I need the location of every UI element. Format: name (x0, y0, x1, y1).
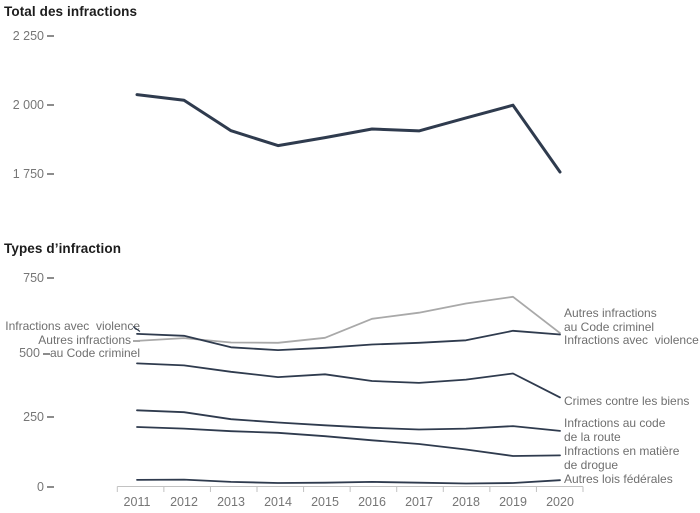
series-label-autres-lois: Autres lois fédérales (564, 472, 673, 486)
series-line-crimes-contre-les-biens (136, 362, 561, 399)
total-chart-title: Total des infractions (4, 4, 138, 19)
tick-dash (47, 104, 54, 106)
y-tick-label: 0 (37, 480, 44, 494)
y-tick-2250: 2 250 (0, 29, 54, 43)
tick-dash (47, 416, 54, 418)
series-label-infractions-violence: Infractions avec violence (564, 333, 699, 347)
tick-dash (42, 352, 50, 355)
left-label-text: Infractions avec violence (5, 319, 140, 333)
y-tick-label: 750 (23, 271, 44, 285)
tick-dash (47, 486, 54, 488)
series-label-crimes-biens: Crimes contre les biens (564, 394, 690, 408)
x-tick-2014: 2014 (264, 495, 292, 509)
y-tick-label: 1 750 (12, 167, 44, 181)
left-label-autres-infractions: Autres infractions (0, 334, 140, 347)
y-tick-0: 0 (0, 480, 54, 494)
x-tick-2011: 2011 (123, 495, 151, 509)
left-label-violence: Infractions avec violence (0, 320, 140, 333)
x-tick-2012: 2012 (170, 495, 198, 509)
tick-dash (47, 35, 54, 37)
y-tick-label: 250 (23, 410, 44, 424)
series-label-autres-code-criminel: Autres infractions au Code criminel (564, 306, 657, 334)
series-line-autres-infractions-au-code-criminel (136, 295, 561, 344)
types-chart-title: Types d’infraction (4, 241, 122, 256)
tick-dash (47, 173, 54, 175)
y-tick-1750: 1 750 (0, 167, 54, 181)
leader-line-violence (132, 326, 141, 332)
x-tick-2017: 2017 (405, 495, 433, 509)
left-label-text: Autres infractions (38, 333, 131, 347)
x-tick-2018: 2018 (452, 495, 480, 509)
y-tick-250: 250 (0, 410, 54, 424)
y-tick-2000: 2 000 (0, 98, 54, 112)
tick-dash (47, 277, 54, 279)
x-tick-2015: 2015 (311, 495, 339, 509)
series-line-infractions-au-code-de-la-route (136, 409, 561, 432)
y-tick-label: 2 250 (12, 29, 44, 43)
left-label-code-criminel-with-500-tick: 500 au Code criminel (0, 347, 140, 360)
series-line-autres-lois-f-d-rales (136, 478, 561, 485)
x-tick-2019: 2019 (499, 495, 527, 509)
x-tick-2020: 2020 (546, 495, 574, 509)
x-tick-2016: 2016 (358, 495, 386, 509)
series-line-infractions-avec-violence (136, 329, 561, 352)
y-tick-750: 750 (0, 271, 54, 285)
y-tick-label: 2 000 (12, 98, 44, 112)
series-label-code-route: Infractions au code de la route (564, 416, 666, 444)
y-tick-label-500: 500 (19, 346, 40, 360)
types-chart-lines (136, 295, 561, 485)
left-label-text: au Code criminel (49, 346, 140, 360)
x-axis (116, 486, 584, 492)
total-chart-lines (135, 93, 562, 174)
series-label-drogue: Infractions en matière de drogue (564, 444, 680, 472)
series-line-total-des-infractions (135, 93, 562, 174)
series-line-infractions-en-mati-re-de-drogue (136, 426, 561, 457)
x-tick-2013: 2013 (217, 495, 245, 509)
